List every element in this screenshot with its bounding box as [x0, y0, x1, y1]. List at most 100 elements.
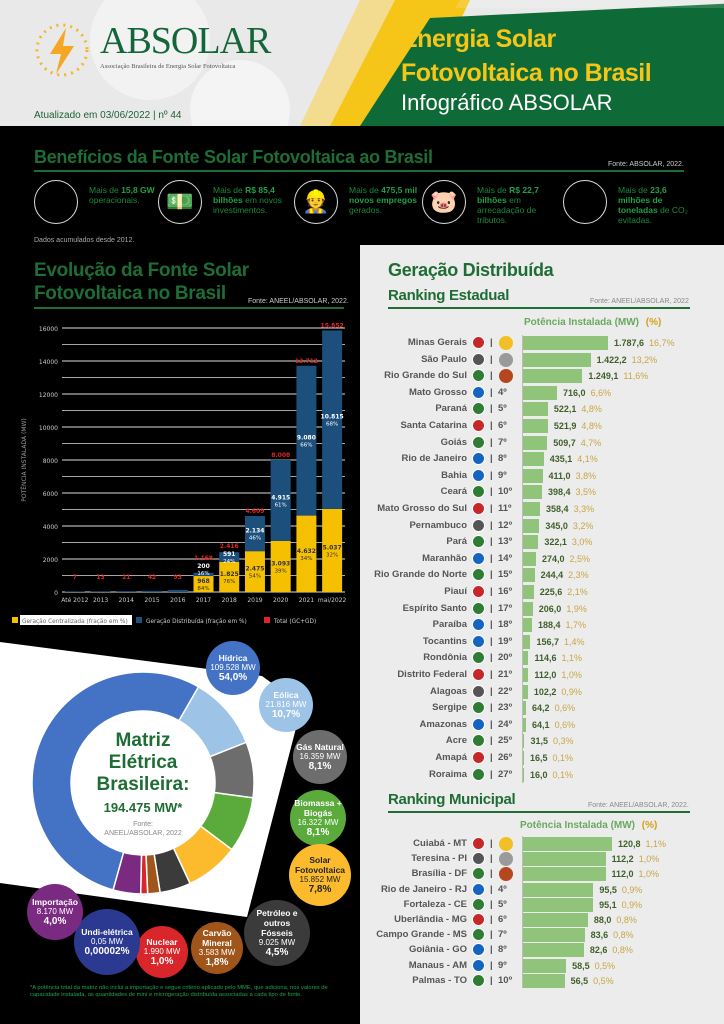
ranking-row: Mato Grosso do Sul | 11º 358,4 3,3% — [360, 501, 724, 517]
source-pct: 10,7% — [271, 709, 301, 720]
ranking-value: 114,6 — [534, 653, 557, 664]
bar-total — [116, 591, 137, 592]
ranking-value: 58,5 — [572, 960, 590, 971]
legend-label: Total (GC+GD) — [273, 619, 316, 625]
ranking-bar — [523, 973, 565, 988]
ranking-position: 9º — [498, 469, 507, 481]
ranking-value: 411,0 — [548, 470, 571, 481]
ranking-value: 95,5 — [599, 884, 617, 895]
gc-label: 3.093 — [271, 560, 290, 567]
ranking-numbers: 411,0 3,8% — [549, 470, 597, 482]
ranking-bar — [523, 468, 543, 483]
benefits-source: Fonte: ABSOLAR, 2022. — [608, 161, 684, 168]
separator: | — [490, 868, 493, 880]
gd-title: Geração Distribuída — [388, 260, 554, 280]
ranking-position: 26º — [498, 752, 513, 763]
benefit-post: gerados. — [349, 205, 383, 215]
source-mw: 21.816 MW — [265, 700, 307, 709]
y-tick-label: 8000 — [43, 458, 58, 465]
separator: | — [490, 503, 493, 514]
matrix-label-4: Solar Fotovoltaica 15.852 MW 7,8% — [289, 844, 351, 906]
ranking-value: 522,1 — [553, 404, 577, 415]
total-label: 7 — [73, 574, 77, 581]
ranking-row: Rio Grande do Sul | 1.249,1 11,6% — [360, 368, 724, 384]
ranking-numbers: 16,0 0,1% — [530, 769, 573, 781]
legend-label: Geração Distribuída (fração em %) — [146, 618, 247, 625]
ranking-bar — [523, 336, 608, 350]
ranking-row: Fortaleza - CE | 5º 95,1 0,9% — [360, 897, 724, 913]
distributed-generation-panel: Geração Distribuída Ranking Estadual Fon… — [360, 245, 724, 1024]
state-ranking-header: Potência Instalada (MW) (%) — [524, 317, 661, 329]
ranking-position: 14º — [498, 552, 513, 564]
ranking-position: 20º — [498, 652, 513, 664]
ranking-name: Bahia — [441, 469, 467, 481]
flag-icon — [472, 837, 485, 850]
ranking-pct: 0,1% — [552, 769, 574, 780]
ranking-value: 64,1 — [532, 719, 550, 730]
separator: | — [490, 735, 493, 747]
ranking-pct: 3,0% — [571, 537, 593, 548]
y-axis-label: POTÊNCIA INSTALADA (MW) — [20, 418, 28, 502]
matrix-label-9: Importação 8.170 MW 4,0% — [27, 884, 83, 940]
ranking-numbers: 16,5 0,1% — [530, 752, 573, 764]
ranking-value: 16,0 — [530, 769, 548, 780]
separator: | — [490, 420, 493, 431]
total-label: 93 — [174, 574, 182, 581]
benefit-pre: Mais de — [89, 185, 119, 195]
ranking-name: Brasília - DF — [411, 868, 467, 880]
ranking-row: Tocantins | 19º 156,7 1,4% — [360, 634, 724, 650]
medal-icon — [499, 352, 513, 367]
separator: | — [490, 883, 493, 895]
source-pct: 54,0% — [218, 672, 248, 683]
bar-gd — [322, 330, 343, 509]
ranking-bar — [523, 369, 583, 384]
flag-icon — [472, 897, 485, 911]
x-tick-label: 2018 — [222, 597, 237, 604]
ranking-position: 15º — [498, 569, 513, 581]
city-ranking-title: Ranking Municipal — [388, 791, 516, 808]
ranking-value: 1.787,6 — [614, 338, 645, 348]
ranking-pct: 0,3% — [553, 736, 574, 747]
medal-icon — [499, 837, 513, 851]
ranking-bar — [523, 913, 588, 927]
ranking-name: Rondônia — [423, 652, 467, 664]
gc-pct: 39% — [275, 568, 287, 574]
ranking-position: 11º — [498, 503, 512, 514]
source-name: Hídrica — [218, 653, 248, 663]
total-label: 13 — [96, 574, 104, 581]
gc-label: 2.475 — [245, 566, 264, 573]
matrix-label-7: Nuclear 1.990 MW 1,0% — [136, 926, 188, 978]
x-tick-label: 2015 — [144, 597, 159, 604]
bar-gc — [322, 508, 343, 592]
ranking-numbers: 398,4 3,5% — [548, 486, 596, 498]
ranking-bar — [523, 943, 584, 958]
ranking-name: Mato Grosso do Sul — [377, 503, 467, 514]
separator: | — [490, 914, 493, 925]
ranking-name: Distrito Federal — [397, 669, 467, 680]
flag-icon — [472, 336, 485, 349]
ranking-position: 23º — [498, 702, 513, 714]
source-mw: 16.322 MW — [297, 818, 339, 827]
flag-icon — [472, 634, 485, 648]
ranking-name: Espírito Santo — [402, 602, 467, 614]
logo-subtitle: Associação Brasileira de Energia Solar F… — [100, 63, 236, 70]
ranking-numbers: 112,2 1,0% — [612, 853, 660, 865]
bar-gd — [244, 515, 265, 552]
ranking-numbers: 112,0 1,0% — [612, 868, 660, 880]
benefit-text: Mais de R$ 85,4 bilhões em novos investi… — [213, 185, 283, 215]
source-name: Undi-elétrica — [81, 927, 133, 937]
ranking-value: 521,9 — [553, 421, 577, 431]
bar-total — [142, 590, 163, 592]
ranking-row: Bahia | 9º 411,0 3,8% — [360, 468, 724, 484]
separator: | — [490, 486, 493, 498]
ranking-bar — [523, 717, 527, 732]
ranking-numbers: 345,0 3,2% — [545, 520, 593, 532]
evolution-source: Fonte: ANEEL/ABSOLAR, 2022. — [248, 298, 349, 305]
ranking-row: Minas Gerais | 1.787,6 16,7% — [360, 335, 724, 351]
ranking-pct: 0,9% — [621, 884, 643, 895]
x-tick-label: 2019 — [247, 597, 262, 604]
ranking-name: Paraíba — [432, 619, 467, 631]
ranking-numbers: 1.249,1 11,6% — [588, 370, 648, 382]
ranking-name: Piauí — [444, 586, 467, 597]
ranking-bar — [523, 618, 532, 633]
